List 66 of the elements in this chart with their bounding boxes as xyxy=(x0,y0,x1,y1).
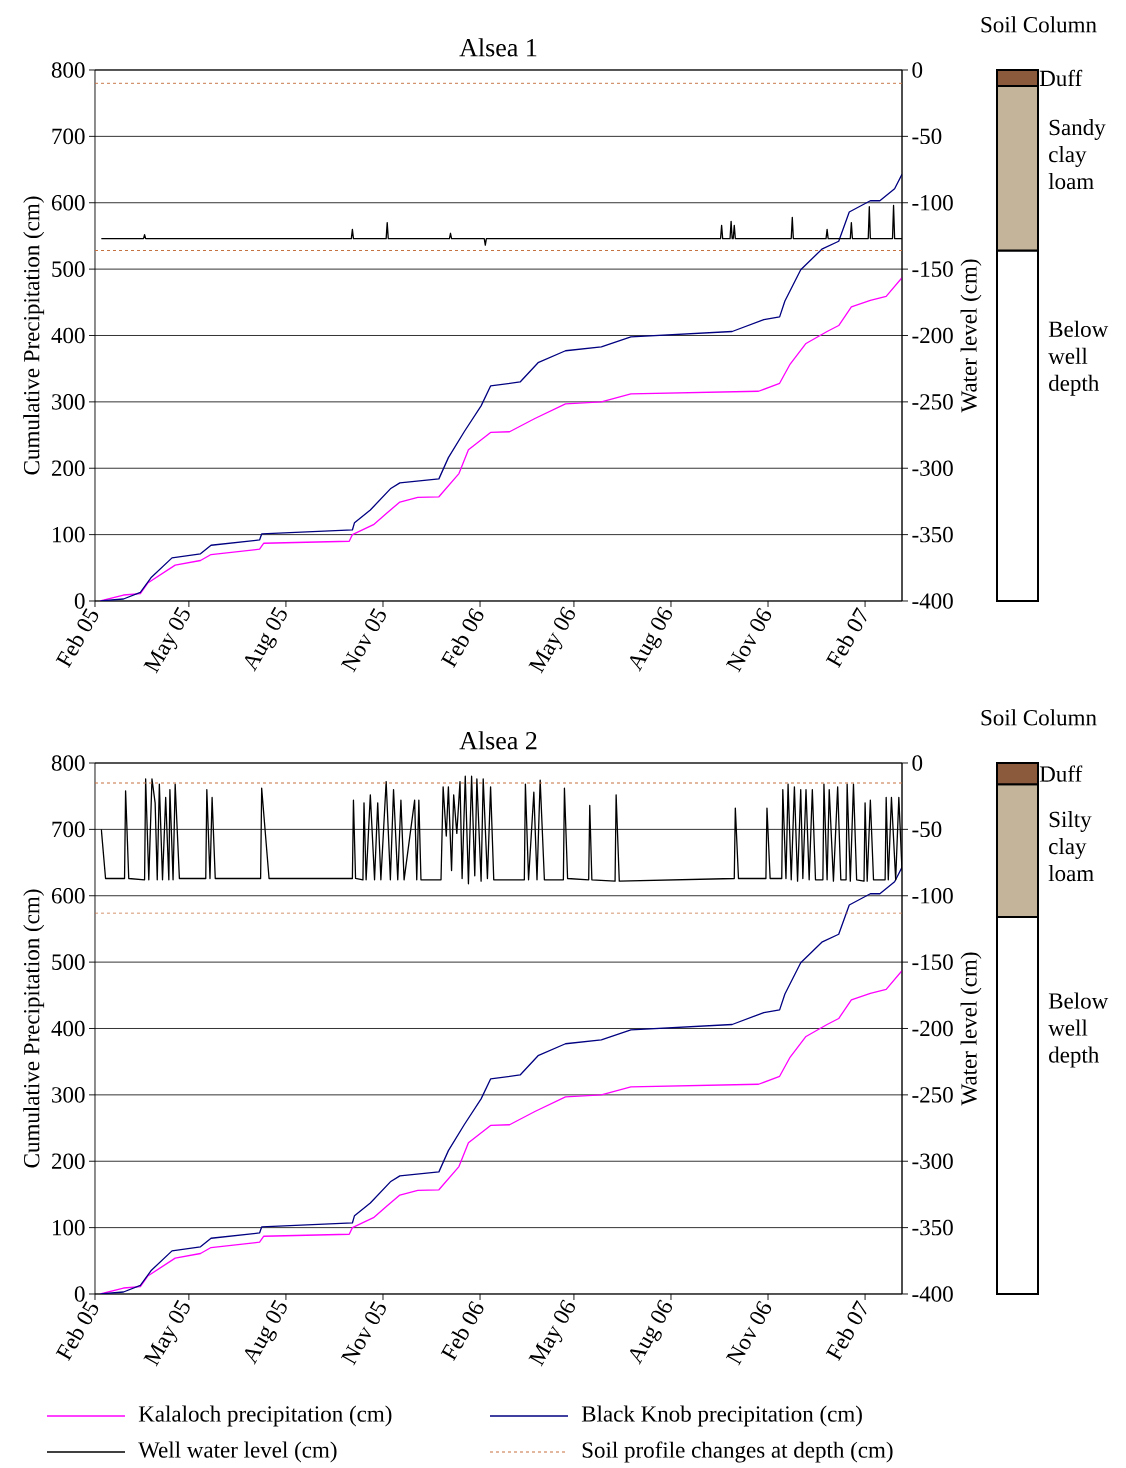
y2-tick-label: -50 xyxy=(912,128,942,145)
y-tick-label: 800 xyxy=(51,62,85,78)
y-tick-label: 800 xyxy=(51,755,85,771)
y2-tick-label: 0 xyxy=(912,62,923,78)
chart-title: Soil Column xyxy=(981,16,1097,33)
y2-tick-label: -100 xyxy=(912,194,953,211)
y2-tick-label: -300 xyxy=(912,1153,953,1169)
y-tick-label: 400 xyxy=(51,1020,85,1037)
series-label: Duff xyxy=(1039,765,1083,782)
y2-tick-label: -350 xyxy=(912,526,953,543)
series-label: Below well depth xyxy=(1048,320,1109,396)
y-tick-label: 600 xyxy=(51,887,85,904)
x-tick-label: Feb 07 xyxy=(825,1300,867,1362)
y-tick-label: 500 xyxy=(52,261,85,277)
y-tick-label: 700 xyxy=(52,821,85,838)
y2-tick-label: -300 xyxy=(912,460,953,476)
y2-tick-label: -200 xyxy=(912,1020,953,1037)
line-series xyxy=(99,866,902,1294)
y-tick-label: 600 xyxy=(51,194,85,211)
series-label: Below well depth xyxy=(1048,992,1109,1068)
chart-title: Soil Column xyxy=(981,709,1097,726)
y-tick-label: 500 xyxy=(52,954,85,970)
y-tick-label: 0 xyxy=(74,593,85,609)
x-tick-label: Feb 05 xyxy=(55,1301,99,1362)
legend-label: Kalaloch precipitation (cm) xyxy=(138,1405,392,1427)
y2-tick-label: -200 xyxy=(912,327,953,344)
y-tick-label: 200 xyxy=(51,460,85,476)
x-tick-label: Aug 05 xyxy=(244,606,287,672)
chart-title: Alsea 1 xyxy=(459,38,537,57)
y2-tick-label: -50 xyxy=(912,821,942,838)
y-tick-label: 300 xyxy=(52,1087,85,1103)
y-tick-label: 100 xyxy=(52,526,85,543)
x-tick-label: Feb 05 xyxy=(55,608,99,669)
y2-tick-label: -250 xyxy=(912,1087,953,1103)
y-axis-title: Cumulative Precipitation (cm) xyxy=(23,889,45,1168)
series-label: Duff xyxy=(1039,69,1083,87)
legend-label: Well water level (cm) xyxy=(138,1441,337,1463)
y-tick-label: 700 xyxy=(52,128,85,145)
line-series xyxy=(99,173,902,601)
x-tick-label: Aug 06 xyxy=(629,606,672,672)
y2-axis-title: Water level (cm) xyxy=(960,952,982,1106)
legend-label: Black Knob precipitation (cm) xyxy=(581,1405,862,1427)
y2-tick-label: -350 xyxy=(912,1219,953,1236)
x-tick-label: Aug 05 xyxy=(244,1299,287,1365)
series-label: Sandy clay loam xyxy=(1048,119,1106,190)
y2-tick-label: 0 xyxy=(912,755,923,771)
y-axis-title: Cumulative Precipitation (cm) xyxy=(23,196,45,475)
legend-label: Soil profile changes at depth (cm) xyxy=(582,1441,893,1463)
y2-tick-label: -400 xyxy=(912,1286,953,1302)
y-tick-label: 300 xyxy=(52,394,85,410)
x-tick-label: Feb 06 xyxy=(440,1300,484,1362)
y-tick-label: 200 xyxy=(51,1153,85,1169)
series-label: Silty clay loam xyxy=(1048,810,1094,882)
y-tick-label: 100 xyxy=(52,1219,85,1236)
y2-tick-label: -150 xyxy=(912,261,953,277)
y-tick-label: 0 xyxy=(74,1286,85,1302)
y2-tick-label: -250 xyxy=(912,394,953,410)
chart-title: Alsea 2 xyxy=(459,731,537,750)
x-tick-label: Feb 06 xyxy=(440,607,484,669)
x-tick-label: Aug 06 xyxy=(629,1299,672,1365)
y2-axis-title: Water level (cm) xyxy=(960,259,982,413)
y2-tick-label: -150 xyxy=(912,954,953,970)
y2-tick-label: -400 xyxy=(912,593,953,609)
x-tick-label: Feb 07 xyxy=(825,607,867,669)
y2-tick-label: -100 xyxy=(912,887,953,904)
y-tick-label: 400 xyxy=(51,327,85,344)
